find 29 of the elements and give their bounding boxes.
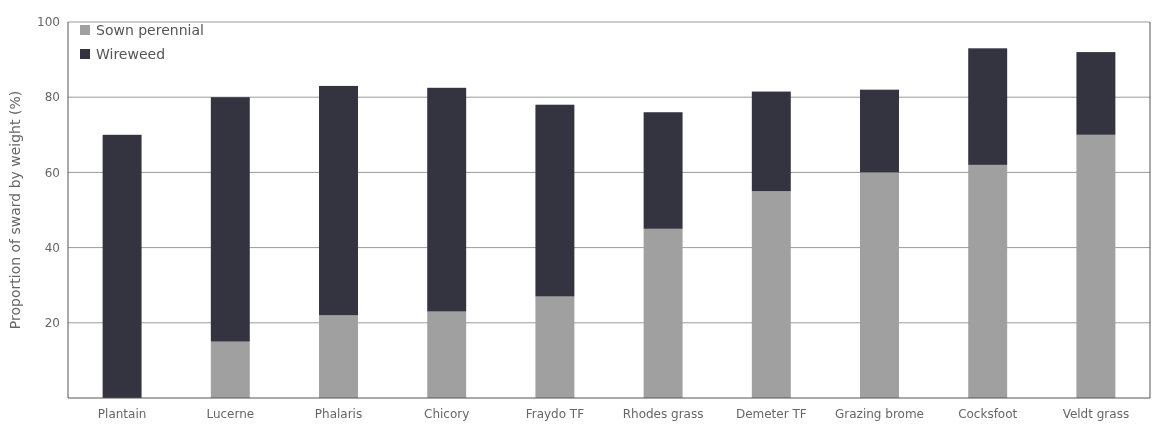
y-tick-label: 20 <box>44 316 60 330</box>
bar <box>968 48 1008 165</box>
y-tick-label: 80 <box>44 90 60 105</box>
y-tick-label: 60 <box>44 165 60 180</box>
bar <box>643 112 683 229</box>
bar <box>319 85 358 316</box>
x-tick-label: Plantain <box>97 407 147 421</box>
bar <box>427 87 467 312</box>
x-tick-label: Phalaris <box>314 407 363 421</box>
x-tick-label: Fraydo TF <box>525 407 585 421</box>
legend-label: Wireweed <box>96 45 166 62</box>
y-axis-title: Proportion of sward by weight (%) <box>7 90 23 330</box>
bar <box>1076 52 1116 135</box>
bar <box>210 97 250 342</box>
x-tick-label: Veldt grass <box>1062 407 1130 421</box>
x-tick-label: Cocksfoot <box>958 407 1018 421</box>
x-tick-label: Chicory <box>424 407 470 421</box>
bar <box>210 341 250 398</box>
y-tick-label: 40 <box>44 240 60 255</box>
bar <box>102 134 142 398</box>
bar <box>535 104 575 297</box>
x-tick-label: Grazing brome <box>835 407 924 421</box>
legend-label: Sown perennial <box>96 21 204 38</box>
x-tick-label: Rhodes grass <box>622 407 704 421</box>
bar <box>751 91 791 192</box>
x-tick-label: Lucerne <box>206 407 255 421</box>
x-tick-label: Demeter TF <box>735 407 807 421</box>
y-tick-label: 100 <box>37 15 60 30</box>
bar <box>860 89 899 173</box>
